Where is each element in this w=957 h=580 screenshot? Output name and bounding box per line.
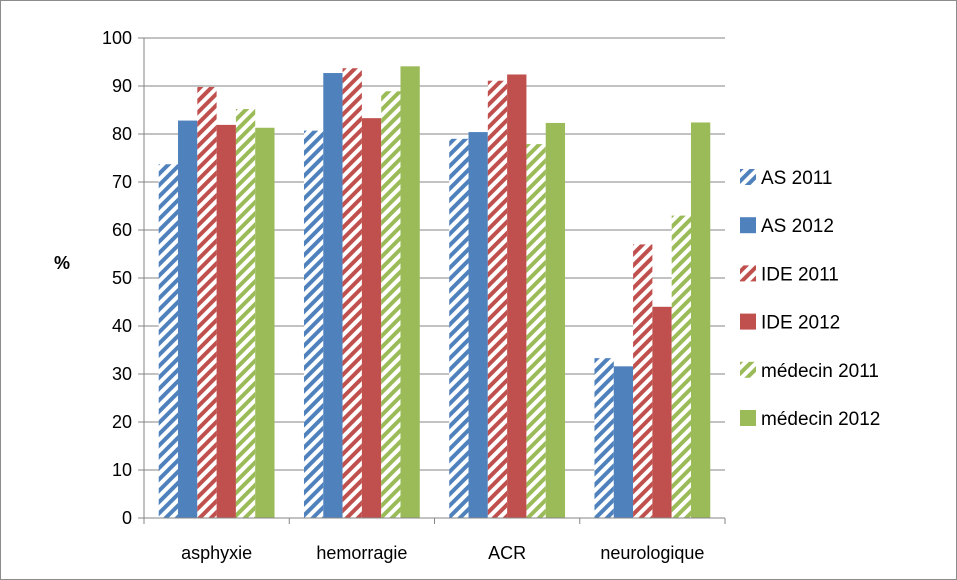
y-tick-label: 10 bbox=[112, 460, 132, 480]
legend-label: médecin 2011 bbox=[761, 361, 879, 382]
legend-swatch bbox=[740, 265, 756, 282]
y-tick-labels: 0 10 20 30 40 50 60 70 80 90 100 bbox=[102, 28, 132, 528]
bar-asphyxie-ide-2011 bbox=[197, 86, 217, 519]
legend-item-medecin-2012: médecin 2012 bbox=[740, 409, 880, 430]
legend-label: IDE 2011 bbox=[761, 264, 839, 285]
bar-asphyxie-medecin-2011 bbox=[235, 109, 256, 518]
bar-acr-medecin-2012 bbox=[545, 122, 566, 519]
axes bbox=[138, 37, 726, 524]
bar-hemorragie-as-2011 bbox=[303, 130, 324, 518]
x-tick-labels: asphyxie hemorragie ACR neurologique bbox=[181, 543, 704, 563]
bar-acr-medecin-2011 bbox=[526, 144, 546, 518]
y-tick-label: 40 bbox=[112, 316, 132, 336]
y-tick-label: 20 bbox=[112, 412, 132, 432]
legend-swatch bbox=[740, 361, 756, 378]
bar-neurologique-ide-2012 bbox=[652, 306, 672, 518]
bar-hemorragie-ide-2011 bbox=[342, 68, 362, 519]
bar-acr-ide-2011 bbox=[487, 80, 508, 518]
y-tick-label: 60 bbox=[112, 220, 132, 240]
y-tick-label: 80 bbox=[112, 124, 132, 144]
legend-label: AS 2012 bbox=[761, 216, 834, 237]
legend-label: IDE 2012 bbox=[761, 313, 840, 334]
bar-neurologique-as-2011 bbox=[594, 358, 614, 518]
bar-asphyxie-medecin-2012 bbox=[255, 127, 275, 518]
legend-swatch bbox=[740, 169, 756, 185]
bar-hemorragie-as-2012 bbox=[323, 73, 343, 518]
x-tick-label-asphyxie: asphyxie bbox=[181, 543, 252, 563]
legend-item-medecin-2011: médecin 2011 bbox=[740, 361, 879, 382]
legend-swatch bbox=[740, 410, 756, 426]
y-tick-label: 50 bbox=[112, 268, 132, 288]
x-tick-label-acr: ACR bbox=[488, 543, 526, 563]
bars bbox=[158, 66, 711, 519]
y-axis-label: % bbox=[54, 253, 70, 273]
bar-hemorragie-medecin-2012 bbox=[400, 66, 420, 518]
x-tick-label-neurologique: neurologique bbox=[600, 543, 704, 563]
bar-neurologique-as-2012 bbox=[613, 366, 634, 518]
bar-neurologique-ide-2011 bbox=[633, 244, 653, 518]
bar-asphyxie-as-2012 bbox=[178, 120, 198, 518]
bar-acr-as-2012 bbox=[468, 132, 488, 518]
legend-item-ide-2012: IDE 2012 bbox=[740, 313, 840, 334]
bar-hemorragie-ide-2012 bbox=[361, 118, 382, 518]
legend-label: AS 2011 bbox=[761, 168, 832, 189]
y-tick-label: 70 bbox=[112, 172, 132, 192]
bar-neurologique-medecin-2012 bbox=[690, 122, 711, 518]
y-tick-label: 0 bbox=[122, 508, 132, 528]
y-tick-label: 100 bbox=[102, 28, 132, 48]
bar-hemorragie-medecin-2011 bbox=[381, 91, 401, 518]
bar-acr-as-2011 bbox=[449, 138, 469, 519]
legend-item-as-2011: AS 2011 bbox=[740, 168, 832, 189]
legend-item-as-2012: AS 2012 bbox=[740, 216, 834, 237]
bar-acr-ide-2012 bbox=[507, 74, 527, 518]
legend-label: médecin 2012 bbox=[761, 409, 880, 430]
y-tick-label: 90 bbox=[112, 76, 132, 96]
x-tick-label-hemorragie: hemorragie bbox=[316, 543, 407, 563]
y-tick-label: 30 bbox=[112, 364, 132, 384]
legend-item-ide-2011: IDE 2011 bbox=[740, 264, 839, 285]
legend-swatch bbox=[740, 313, 756, 330]
legend: AS 2011 AS 2012 IDE 2011 IDE 2012 médecin 20… bbox=[740, 168, 880, 430]
bar-neurologique-medecin-2011 bbox=[671, 215, 691, 518]
bar-asphyxie-ide-2012 bbox=[216, 124, 236, 518]
legend-swatch bbox=[740, 217, 756, 234]
bar-asphyxie-as-2011 bbox=[158, 164, 179, 519]
